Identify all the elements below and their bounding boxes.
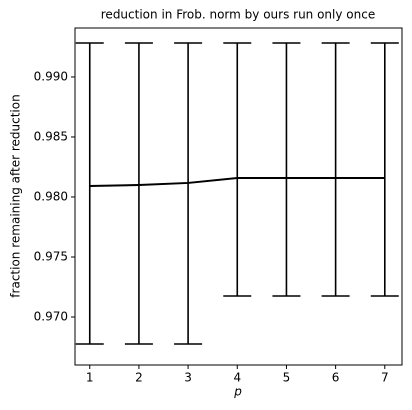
y-tick-label: 0.985 (34, 129, 68, 143)
y-tick-label: 0.975 (34, 249, 68, 263)
y-tick-label: 0.970 (34, 309, 68, 323)
x-tick-label: 1 (86, 371, 94, 385)
x-tick-label: 3 (184, 371, 192, 385)
data-line (89, 177, 385, 187)
x-tick-label: 4 (233, 371, 241, 385)
chart-title: reduction in Frob. norm by ours run only… (101, 8, 375, 22)
x-tick-label: 5 (283, 371, 291, 385)
plot-frame (74, 27, 403, 366)
x-tick-label: 6 (332, 371, 340, 385)
y-axis-label: fraction remaining after reduction (9, 94, 23, 297)
y-tick-label: 0.980 (34, 189, 68, 203)
x-axis-label: p (233, 385, 242, 399)
y-tick-label: 0.990 (34, 69, 68, 83)
x-tick-label: 7 (381, 371, 389, 385)
x-tick-label: 2 (135, 371, 143, 385)
